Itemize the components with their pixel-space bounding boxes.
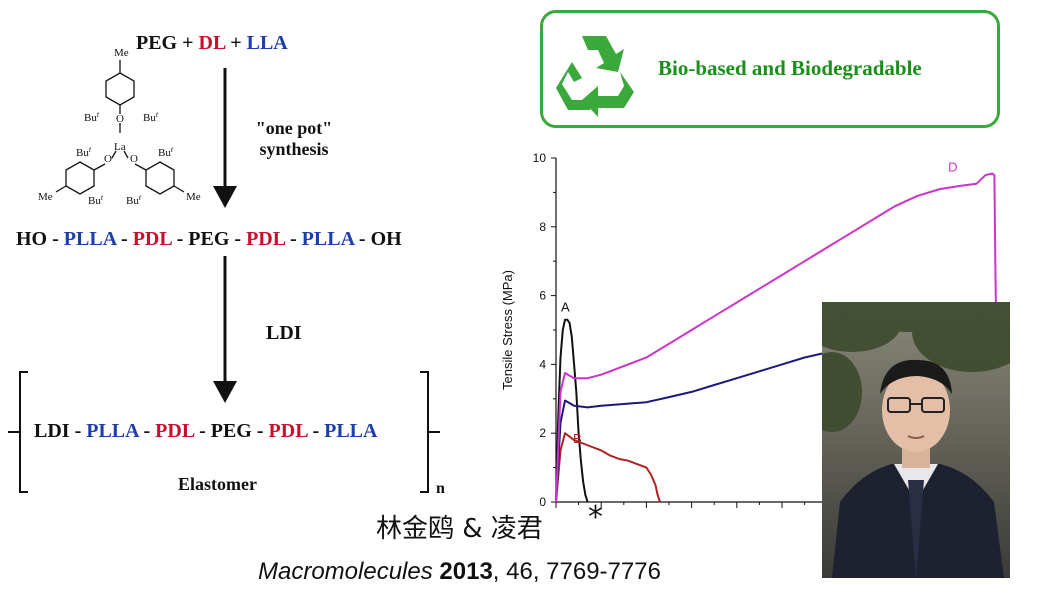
plus-2: + — [230, 32, 242, 54]
recycle-icon — [556, 36, 634, 117]
cat-bu-br: But — [126, 193, 142, 207]
catalyst-structure — [55, 60, 185, 195]
p2-peg: PEG — [210, 420, 252, 442]
p1-ho: HO — [16, 228, 48, 250]
subscript-n: n — [436, 480, 445, 497]
author-names: 林金鸥 & 凌君 — [376, 514, 543, 544]
journal-citation: Macromolecules 2013, 46, 7769-7776 — [258, 558, 661, 586]
cat-o-left: O — [104, 153, 112, 165]
arrow-step1 — [213, 68, 237, 208]
p1-dash: - — [176, 228, 184, 250]
corresponding-star: * — [588, 500, 603, 535]
cat-la: La — [114, 141, 126, 153]
tert-superscript: t — [101, 193, 104, 202]
series-label-B: B — [573, 431, 582, 446]
p1-plla-right: PLLA — [301, 228, 354, 250]
tert-superscript: t — [89, 145, 92, 154]
repeat-bracket — [8, 371, 440, 493]
cat-o-right: O — [130, 153, 138, 165]
cat-me-left: Me — [38, 191, 53, 203]
journal-volume-pages: , 46, 7769-7776 — [492, 558, 661, 585]
p1-dash: - — [290, 228, 297, 250]
cat-bu-ml: But — [76, 145, 92, 159]
y-tick-label: 4 — [539, 357, 546, 371]
tert-superscript: t — [97, 110, 100, 119]
tert-superscript: t — [156, 110, 159, 119]
y-tick-label: 8 — [539, 220, 546, 234]
product1: HO - PLLA - PDL - PEG - PDL - PLLA - OH — [16, 228, 402, 251]
y-axis-label: Tensile Stress (MPa) — [500, 270, 515, 390]
cat-bu-mr: But — [158, 145, 174, 159]
reactant-lla: LLA — [246, 32, 288, 54]
cat-me-top: Me — [114, 47, 129, 59]
catalyst-labels: Me But But O La O O But But Me Me But Bu… — [38, 47, 201, 207]
reactant-dl: DL — [198, 32, 226, 54]
journal-name: Macromolecules — [258, 558, 433, 585]
plus-1: + — [182, 32, 194, 54]
p2-dash: - — [74, 420, 82, 442]
reactant-peg: PEG — [136, 32, 178, 54]
cat-bu-tl: But — [84, 110, 100, 124]
step2-reagent: LDI — [266, 322, 302, 344]
p1-dash: - — [52, 228, 59, 250]
series-A-line — [555, 318, 589, 503]
p1-pdl-right: PDL — [246, 228, 285, 250]
tert-superscript: t — [171, 145, 174, 154]
p2-pdl-left: PDL — [155, 420, 195, 442]
author-photo — [822, 302, 1010, 578]
series-label-D: D — [948, 159, 957, 174]
p1-dash: - — [358, 228, 366, 250]
p2-dash: - — [199, 420, 206, 442]
y-tick-label: 6 — [539, 289, 546, 303]
step1-conditions: "one pot" synthesis — [244, 118, 344, 160]
y-tick-label: 0 — [539, 495, 546, 509]
p2-dash: - — [143, 420, 151, 442]
cat-bu-tr: But — [143, 110, 159, 124]
journal-year: 2013 — [439, 558, 493, 585]
reactants: PEG + DL + LLA — [136, 32, 288, 55]
y-tick-label: 2 — [539, 426, 546, 440]
p2-ldi: LDI — [34, 420, 70, 442]
product2: LDI - PLLA - PDL - PEG - PDL - PLLA — [34, 420, 377, 443]
p2-dash: - — [256, 420, 264, 442]
p1-oh: OH — [370, 228, 402, 250]
series-D-line — [555, 172, 998, 503]
p2-pdl-right: PDL — [268, 420, 308, 442]
arrow-step2 — [213, 256, 237, 403]
y-tick-label: 10 — [533, 151, 547, 165]
step1-line2: synthesis — [259, 139, 329, 159]
p1-pdl-left: PDL — [132, 228, 172, 250]
step1-line1: "one pot" — [255, 118, 333, 138]
cat-o-top: O — [116, 113, 124, 125]
elastomer-label: Elastomer — [178, 474, 257, 494]
p2-plla-right: PLLA — [324, 420, 378, 442]
portrait-image — [822, 302, 1010, 578]
p1-plla-left: PLLA — [63, 228, 117, 250]
p2-dash: - — [312, 420, 320, 442]
p1-dash: - — [121, 228, 128, 250]
series-label-A: A — [561, 300, 570, 315]
bio-banner-text: Bio-based and Biodegradable — [658, 56, 922, 80]
cat-me-right: Me — [186, 191, 201, 203]
series-B-line — [555, 432, 661, 503]
cat-bu-bl: But — [88, 193, 104, 207]
p1-dash: - — [234, 228, 242, 250]
p2-plla-left: PLLA — [86, 420, 139, 442]
tert-superscript: t — [139, 193, 142, 202]
p1-peg: PEG — [188, 228, 230, 250]
